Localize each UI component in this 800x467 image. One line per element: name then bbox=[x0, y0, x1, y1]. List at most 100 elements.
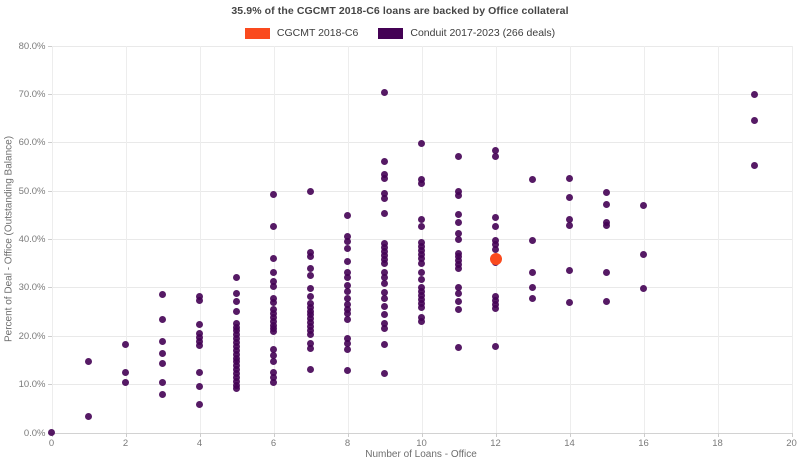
data-point[interactable] bbox=[455, 249, 462, 257]
data-point[interactable] bbox=[529, 268, 536, 276]
data-point[interactable] bbox=[603, 188, 610, 196]
data-point[interactable] bbox=[307, 307, 314, 315]
data-point[interactable] bbox=[418, 216, 425, 224]
data-point[interactable] bbox=[196, 334, 203, 342]
data-point[interactable] bbox=[455, 211, 462, 219]
data-point[interactable] bbox=[418, 254, 425, 262]
data-point[interactable] bbox=[270, 254, 277, 262]
data-point[interactable] bbox=[270, 313, 277, 321]
data-point[interactable] bbox=[381, 273, 388, 281]
data-point[interactable] bbox=[529, 175, 536, 183]
data-point[interactable] bbox=[233, 319, 240, 327]
data-point[interactable] bbox=[307, 253, 314, 261]
data-point[interactable] bbox=[455, 284, 462, 292]
data-point[interactable] bbox=[640, 250, 647, 258]
data-point[interactable] bbox=[418, 247, 425, 255]
data-point[interactable] bbox=[492, 222, 499, 230]
data-point[interactable] bbox=[307, 299, 314, 307]
data-point[interactable] bbox=[418, 222, 425, 230]
data-point[interactable] bbox=[122, 340, 129, 348]
data-point[interactable] bbox=[492, 236, 499, 244]
data-point[interactable] bbox=[418, 299, 425, 307]
data-point[interactable] bbox=[196, 401, 203, 409]
data-point[interactable] bbox=[566, 175, 573, 183]
data-point[interactable] bbox=[344, 233, 351, 241]
data-point[interactable] bbox=[85, 358, 92, 366]
data-point[interactable] bbox=[270, 282, 277, 290]
data-point[interactable] bbox=[344, 366, 351, 374]
data-point[interactable] bbox=[270, 379, 277, 387]
data-point[interactable] bbox=[159, 390, 166, 398]
data-point[interactable] bbox=[344, 339, 351, 347]
data-point[interactable] bbox=[196, 368, 203, 376]
data-point[interactable] bbox=[307, 187, 314, 195]
data-point[interactable] bbox=[270, 317, 277, 325]
data-point[interactable] bbox=[307, 271, 314, 279]
data-point[interactable] bbox=[307, 340, 314, 348]
data-point[interactable] bbox=[381, 210, 388, 218]
data-point[interactable] bbox=[381, 89, 388, 97]
data-point[interactable] bbox=[270, 222, 277, 230]
data-point[interactable] bbox=[270, 321, 277, 329]
data-point[interactable] bbox=[159, 359, 166, 367]
data-point[interactable] bbox=[418, 243, 425, 251]
data-point[interactable] bbox=[492, 147, 499, 155]
data-point[interactable] bbox=[455, 192, 462, 200]
data-point[interactable] bbox=[418, 295, 425, 303]
data-point[interactable] bbox=[270, 369, 277, 376]
data-point[interactable] bbox=[344, 345, 351, 353]
data-point[interactable] bbox=[566, 266, 573, 274]
data-point[interactable] bbox=[270, 298, 277, 306]
data-point[interactable] bbox=[233, 381, 240, 389]
data-point[interactable] bbox=[233, 289, 240, 297]
data-point[interactable] bbox=[307, 293, 314, 301]
data-point[interactable] bbox=[270, 358, 277, 366]
data-point[interactable] bbox=[344, 238, 351, 246]
data-point[interactable] bbox=[270, 345, 277, 353]
data-point[interactable] bbox=[566, 216, 573, 224]
data-point[interactable] bbox=[751, 91, 758, 99]
data-point[interactable] bbox=[418, 314, 425, 322]
data-point[interactable] bbox=[233, 385, 240, 393]
data-point[interactable] bbox=[270, 294, 277, 302]
data-point[interactable] bbox=[233, 369, 240, 377]
data-point[interactable] bbox=[233, 308, 240, 316]
data-point[interactable] bbox=[418, 288, 425, 296]
data-point[interactable] bbox=[603, 221, 610, 229]
data-point[interactable] bbox=[381, 288, 388, 296]
data-point[interactable] bbox=[455, 257, 462, 265]
data-point[interactable] bbox=[381, 170, 388, 178]
data-point[interactable] bbox=[418, 179, 425, 187]
data-point[interactable] bbox=[492, 246, 499, 254]
data-point[interactable] bbox=[381, 268, 388, 276]
data-point[interactable] bbox=[529, 295, 536, 303]
data-point[interactable] bbox=[159, 291, 166, 299]
data-point[interactable] bbox=[48, 429, 55, 436]
data-point[interactable] bbox=[566, 298, 573, 306]
data-point[interactable] bbox=[344, 268, 351, 276]
data-point[interactable] bbox=[381, 259, 388, 267]
data-point[interactable] bbox=[455, 235, 462, 243]
data-point[interactable] bbox=[455, 253, 462, 261]
data-point[interactable] bbox=[233, 346, 240, 354]
data-point[interactable] bbox=[381, 319, 388, 327]
data-point[interactable] bbox=[196, 292, 203, 300]
data-point[interactable] bbox=[418, 250, 425, 258]
data-point[interactable] bbox=[233, 350, 240, 358]
data-point[interactable] bbox=[381, 174, 388, 182]
data-point[interactable] bbox=[455, 187, 462, 195]
data-point[interactable] bbox=[159, 378, 166, 386]
data-point[interactable] bbox=[307, 323, 314, 331]
data-point[interactable] bbox=[566, 221, 573, 229]
data-point[interactable] bbox=[455, 297, 462, 305]
data-point[interactable] bbox=[381, 244, 388, 252]
data-point[interactable] bbox=[233, 373, 240, 381]
data-point[interactable] bbox=[381, 255, 388, 263]
data-point[interactable] bbox=[307, 330, 314, 338]
data-point[interactable] bbox=[418, 269, 425, 277]
data-point[interactable] bbox=[492, 152, 499, 160]
data-point[interactable] bbox=[492, 300, 499, 308]
data-point[interactable] bbox=[381, 303, 388, 311]
data-point[interactable] bbox=[270, 309, 277, 317]
data-point[interactable] bbox=[344, 274, 351, 282]
